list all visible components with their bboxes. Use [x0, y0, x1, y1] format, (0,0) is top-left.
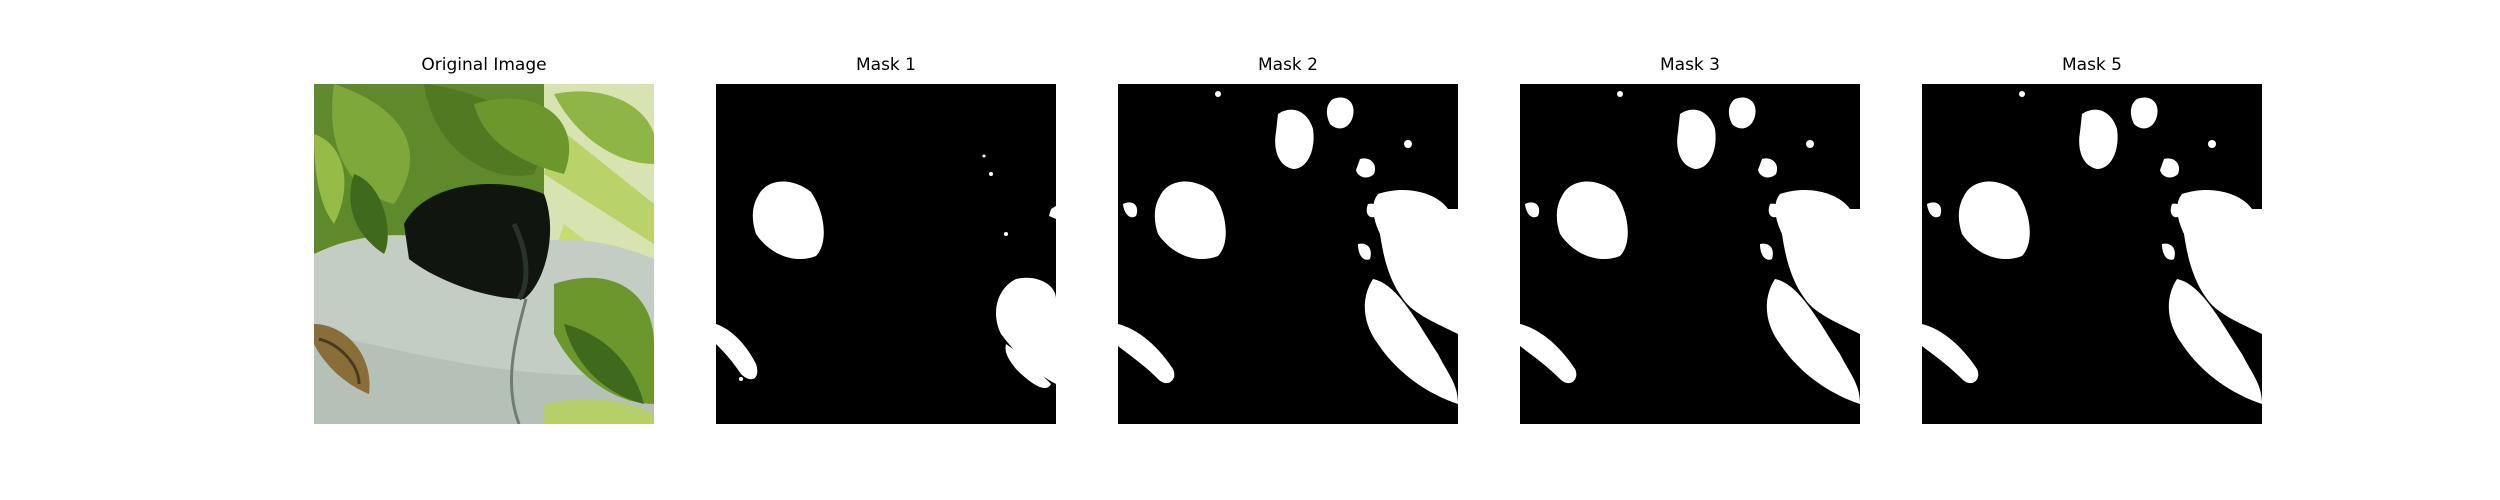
mask-image: [1922, 84, 2262, 424]
panel-title: Mask 3: [1659, 55, 1720, 75]
panel-title: Original Image: [421, 55, 547, 75]
original-photo: [314, 84, 654, 424]
panel-title: Mask 5: [2061, 55, 2122, 75]
mask-image: [1520, 84, 1860, 424]
panel-title: Mask 2: [1257, 55, 1318, 75]
panel-title: Mask 1: [855, 55, 916, 75]
mask-image: [716, 84, 1056, 424]
mask-image: [1118, 84, 1458, 424]
